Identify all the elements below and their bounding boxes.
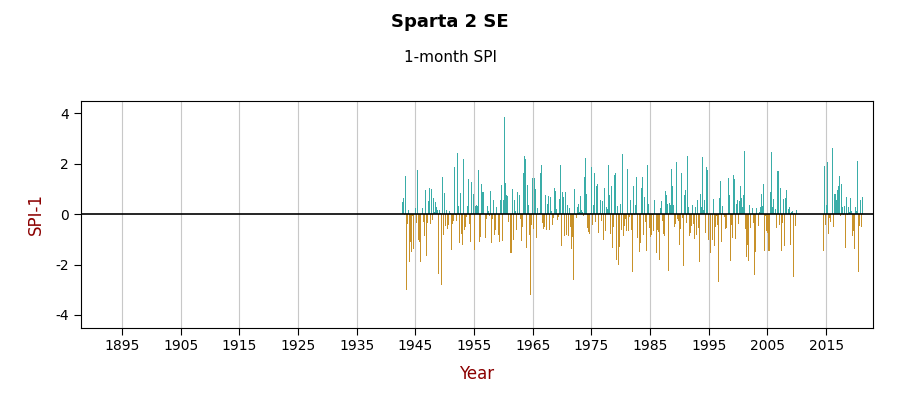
Text: Sparta 2 SE: Sparta 2 SE xyxy=(392,13,508,31)
Text: 1-month SPI: 1-month SPI xyxy=(403,50,497,66)
Y-axis label: SPI-1: SPI-1 xyxy=(26,193,44,235)
X-axis label: Year: Year xyxy=(459,365,495,383)
